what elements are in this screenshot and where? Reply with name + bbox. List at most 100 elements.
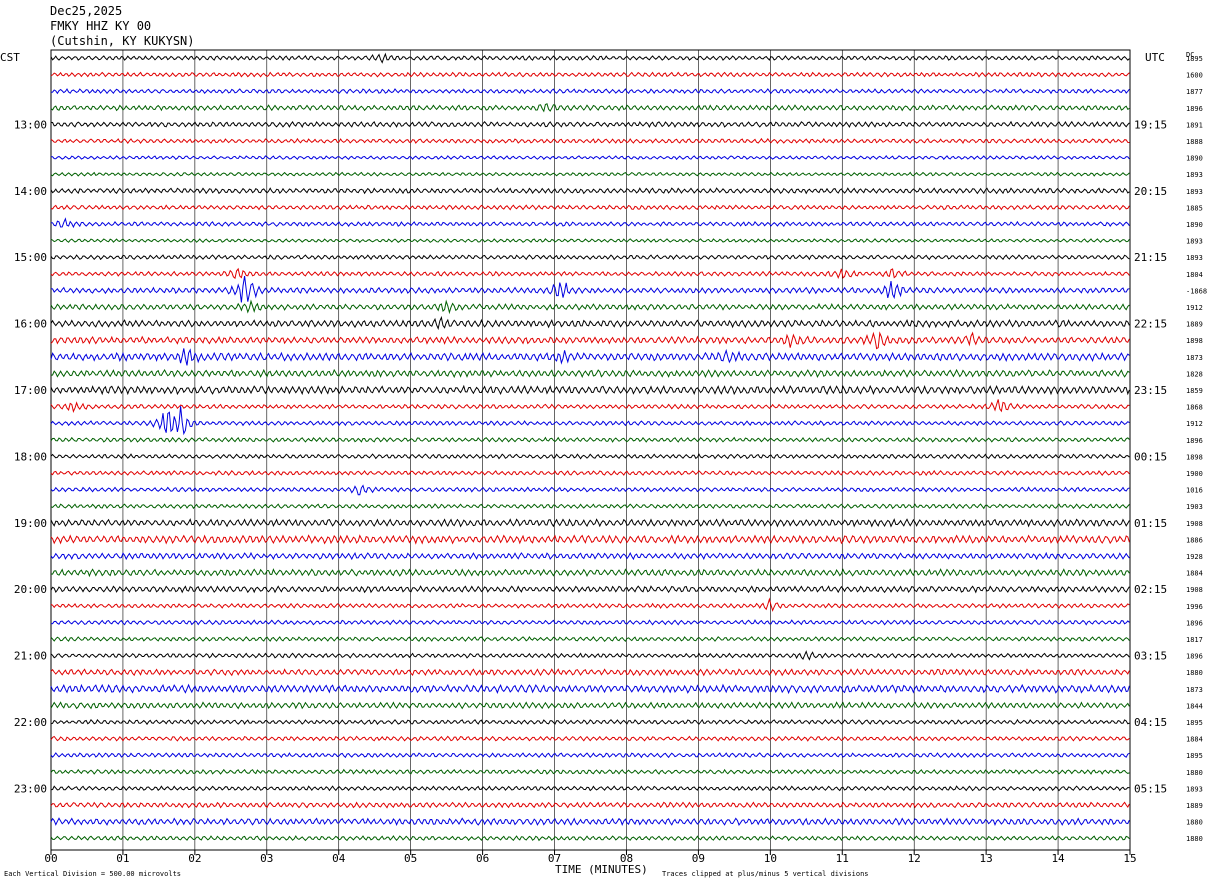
right-hour-label: 02:15 [1134, 583, 1167, 596]
dc-value: 1884 [1186, 736, 1203, 744]
trace-line-12 [50, 254, 1130, 261]
trace-line-44 [50, 785, 1130, 792]
trace-line-8 [50, 187, 1130, 195]
trace-line-26 [50, 484, 1130, 496]
chart-grid [50, 49, 1131, 855]
trace-line-42 [50, 752, 1130, 759]
trace-line-32 [50, 585, 1130, 594]
trace-line-16 [50, 315, 1130, 331]
dc-value: 1896 [1186, 437, 1203, 445]
left-hour-label: 21:00 [14, 650, 47, 663]
trace-line-43 [50, 768, 1130, 775]
chart-labels: CST UTC DC Each Vertical Division = 500.… [0, 51, 1207, 878]
left-hour-label: 19:00 [14, 517, 47, 530]
dc-value: 1908 [1186, 520, 1203, 528]
dc-value: 1889 [1186, 802, 1203, 810]
trace-line-20 [50, 384, 1130, 396]
dc-value: 1877 [1186, 88, 1203, 96]
dc-value: 1859 [1186, 387, 1203, 395]
trace-line-2 [50, 88, 1130, 95]
dc-value: 1912 [1186, 304, 1203, 312]
dc-value: 1868 [1186, 404, 1203, 412]
trace-line-3 [50, 103, 1130, 113]
trace-line-18 [50, 348, 1130, 366]
dc-value: 1886 [1186, 536, 1203, 544]
trace-line-17 [50, 331, 1130, 350]
trace-line-6 [51, 154, 1130, 161]
x-tick-label-13: 13 [980, 852, 993, 865]
station-location: (Cutshin, KY KUKYSN) [50, 34, 195, 48]
trace-line-22 [50, 406, 1130, 436]
dc-value: 1912 [1186, 420, 1203, 428]
dc-value: 1903 [1186, 503, 1203, 511]
x-tick-label-02: 02 [188, 852, 201, 865]
trace-line-45 [50, 801, 1130, 809]
dc-value: 1880 [1186, 669, 1203, 677]
dc-value: 1996 [1186, 603, 1203, 611]
right-hour-label: 23:15 [1134, 384, 1167, 397]
trace-line-11 [50, 238, 1130, 244]
right-hour-label: 04:15 [1134, 716, 1167, 729]
dc-value: 1880 [1186, 819, 1203, 827]
trace-line-15 [50, 299, 1130, 315]
trace-line-25 [50, 469, 1130, 477]
trace-line-34 [50, 619, 1130, 626]
dc-value: 1828 [1186, 370, 1203, 378]
left-timezone-label: CST [0, 51, 20, 64]
trace-line-47 [50, 835, 1130, 842]
left-hour-label: 13:00 [14, 118, 47, 131]
dc-value: 1016 [1186, 487, 1203, 495]
trace-line-24 [50, 453, 1130, 460]
x-tick-label-00: 00 [44, 852, 57, 865]
dc-value: 1928 [1186, 553, 1203, 561]
dc-value: 1896 [1186, 619, 1203, 627]
trace-line-28 [50, 518, 1130, 528]
dc-value: 1893 [1186, 254, 1203, 262]
dc-value: 1898 [1186, 453, 1203, 461]
trace-line-23 [50, 436, 1130, 443]
left-hour-label: 17:00 [14, 384, 47, 397]
trace-line-21 [50, 399, 1130, 413]
left-hour-label: 15:00 [14, 251, 47, 264]
trace-line-40 [50, 718, 1130, 726]
x-tick-label-12: 12 [908, 852, 921, 865]
x-tick-label-11: 11 [836, 852, 849, 865]
trace-line-19 [50, 368, 1130, 379]
dc-value: 1893 [1186, 238, 1203, 246]
trace-line-41 [50, 735, 1130, 742]
x-tick-label-08: 08 [620, 852, 633, 865]
x-tick-label-04: 04 [332, 852, 346, 865]
trace-line-38 [50, 683, 1130, 695]
x-tick-label-10: 10 [764, 852, 777, 865]
trace-line-13 [50, 267, 1130, 280]
right-hour-label: 19:15 [1134, 118, 1167, 131]
trace-line-27 [50, 503, 1130, 510]
trace-line-7 [50, 171, 1130, 177]
trace-line-33 [50, 597, 1130, 612]
trace-line-14 [50, 276, 1130, 303]
right-hour-label: 01:15 [1134, 517, 1167, 530]
x-tick-label-05: 05 [404, 852, 417, 865]
x-tick-label-03: 03 [260, 852, 273, 865]
x-tick-label-06: 06 [476, 852, 489, 865]
dc-value: 1885 [1186, 204, 1203, 212]
trace-line-5 [50, 137, 1130, 144]
right-hour-label: 20:15 [1134, 185, 1167, 198]
dc-value: 1893 [1186, 171, 1203, 179]
dc-header-label: DC [1186, 51, 1194, 59]
dc-value: 1896 [1186, 105, 1203, 113]
right-hour-label: 22:15 [1134, 318, 1167, 331]
clip-note: Traces clipped at plus/minus 5 vertical … [662, 870, 869, 878]
trace-line-0 [50, 52, 1130, 64]
x-tick-label-15: 15 [1123, 852, 1136, 865]
dc-value: 1817 [1186, 636, 1203, 644]
dc-value: 1891 [1186, 121, 1203, 129]
dc-value: 1898 [1186, 337, 1203, 345]
trace-line-10 [50, 217, 1130, 229]
dc-value: 1895 [1186, 55, 1203, 63]
dc-value: 1844 [1186, 702, 1203, 710]
dc-value: 1890 [1186, 155, 1203, 163]
right-hour-label: 05:15 [1134, 782, 1167, 795]
trace-line-30 [50, 551, 1130, 561]
trace-line-36 [50, 650, 1130, 661]
